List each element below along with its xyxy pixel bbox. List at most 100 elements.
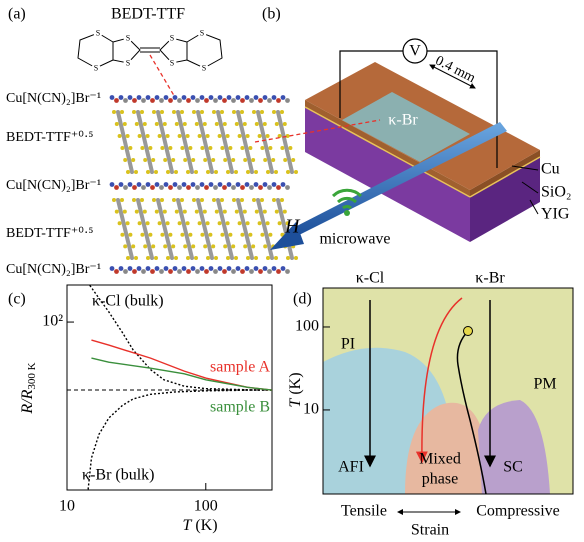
- crystal: [110, 95, 298, 274]
- sulfur-atom: [132, 110, 136, 114]
- molecule-stack: [178, 200, 192, 258]
- x-tick-label: 10: [59, 498, 75, 515]
- sulfur-atom: [200, 110, 204, 114]
- anion-atom: [263, 266, 268, 271]
- anion-atom: [114, 185, 119, 190]
- sulfur-atom: [118, 221, 122, 225]
- sulfur-atom: [180, 110, 184, 114]
- sulfur-atom: [140, 146, 144, 150]
- atom-label: S: [126, 58, 130, 67]
- anion-atom: [236, 95, 241, 100]
- y-tick-label: 100: [295, 318, 319, 335]
- anion-atom: [263, 95, 268, 100]
- anion-atom: [119, 182, 124, 187]
- anion-atom: [240, 269, 245, 274]
- sulfur-atom: [271, 158, 275, 162]
- sulfur-atom: [223, 210, 227, 214]
- sulfur-atom: [252, 110, 256, 114]
- sulfur-atom: [251, 158, 255, 162]
- anion-atom: [263, 182, 268, 187]
- molecule-stack: [278, 112, 292, 172]
- region-label: PI: [341, 336, 355, 353]
- anion-atom: [222, 98, 227, 103]
- anion-atom: [204, 98, 209, 103]
- anion-atom: [227, 266, 232, 271]
- anion-atom: [128, 95, 133, 100]
- anion-atom: [200, 182, 205, 187]
- sulfur-atom: [163, 158, 167, 162]
- sulfur-atom: [178, 134, 182, 138]
- sulfur-atom: [214, 170, 218, 174]
- sulfur-atom: [220, 198, 224, 202]
- sulfur-atom: [223, 158, 227, 162]
- anion-atom: [132, 185, 137, 190]
- y-tick-label: 10: [303, 401, 319, 418]
- x-axis-label: Tensile: [341, 503, 387, 520]
- anion-atom: [281, 182, 286, 187]
- anion-atom: [150, 269, 155, 274]
- anion-atom: [177, 269, 182, 274]
- anion-atom: [159, 98, 164, 103]
- sulfur-atom: [143, 122, 147, 126]
- molecule-stack: [218, 112, 232, 172]
- sulfur-atom: [175, 210, 179, 214]
- anion-atom: [123, 98, 128, 103]
- sulfur-atom: [146, 170, 150, 174]
- sulfur-atom: [243, 158, 247, 162]
- region-label: PM: [533, 376, 556, 393]
- sulfur-atom: [135, 122, 139, 126]
- sulfur-atom: [238, 221, 242, 225]
- sulfur-atom: [223, 122, 227, 126]
- sulfur-atom: [151, 244, 155, 248]
- sulfur-atom: [166, 170, 170, 174]
- atom-label: S: [96, 28, 100, 37]
- region-label: phase: [422, 471, 458, 488]
- anion-atom: [168, 98, 173, 103]
- sulfur-atom: [232, 198, 236, 202]
- anion-atom: [245, 95, 250, 100]
- anion-atom: [128, 266, 133, 271]
- sulfur-atom: [146, 256, 150, 260]
- sulfur-atom: [260, 146, 264, 150]
- sulfur-atom: [183, 210, 187, 214]
- x-tick-label: 100: [194, 498, 218, 515]
- anion-atom: [213, 185, 218, 190]
- series-label: κ-Br (bulk): [82, 467, 155, 484]
- sulfur-atom: [120, 146, 124, 150]
- anion-atom: [159, 185, 164, 190]
- sulfur-atom: [140, 198, 144, 202]
- layer-label: Cu[N(CN)₂]Br⁻¹: [6, 91, 101, 106]
- anion-atom: [276, 185, 281, 190]
- anion-atom: [209, 95, 214, 100]
- sulfur-atom: [203, 210, 207, 214]
- sulfur-atom: [143, 158, 147, 162]
- sulfur-atom: [286, 170, 290, 174]
- compound-label: κ-Cl: [356, 270, 385, 287]
- sulfur-atom: [246, 256, 250, 260]
- anion-atom: [132, 98, 137, 103]
- series-label: κ-Cl (bulk): [92, 293, 164, 310]
- anion-atom: [159, 269, 164, 274]
- anion-atom: [249, 269, 254, 274]
- sulfur-atom: [134, 170, 138, 174]
- sulfur-atom: [123, 122, 127, 126]
- sulfur-atom: [192, 198, 196, 202]
- sulfur-atom: [143, 210, 147, 214]
- sulfur-atom: [255, 122, 259, 126]
- plot-frame: [67, 285, 272, 490]
- distance-label: 0.4 mm: [433, 53, 478, 86]
- sulfur-atom: [188, 146, 192, 150]
- sulfur-atom: [223, 244, 227, 248]
- sulfur-atom: [255, 210, 259, 214]
- anion-atom: [191, 266, 196, 271]
- layer-label: BEDT-TTF⁺⁰·⁵: [6, 226, 93, 241]
- sulfur-atom: [226, 221, 230, 225]
- anion-atom: [267, 269, 272, 274]
- sulfur-atom: [238, 134, 242, 138]
- sulfur-atom: [126, 134, 130, 138]
- anion-atom: [204, 185, 209, 190]
- anion-atom: [200, 95, 205, 100]
- anion-atom: [177, 98, 182, 103]
- sulfur-atom: [138, 134, 142, 138]
- series-label: sample B: [210, 399, 270, 416]
